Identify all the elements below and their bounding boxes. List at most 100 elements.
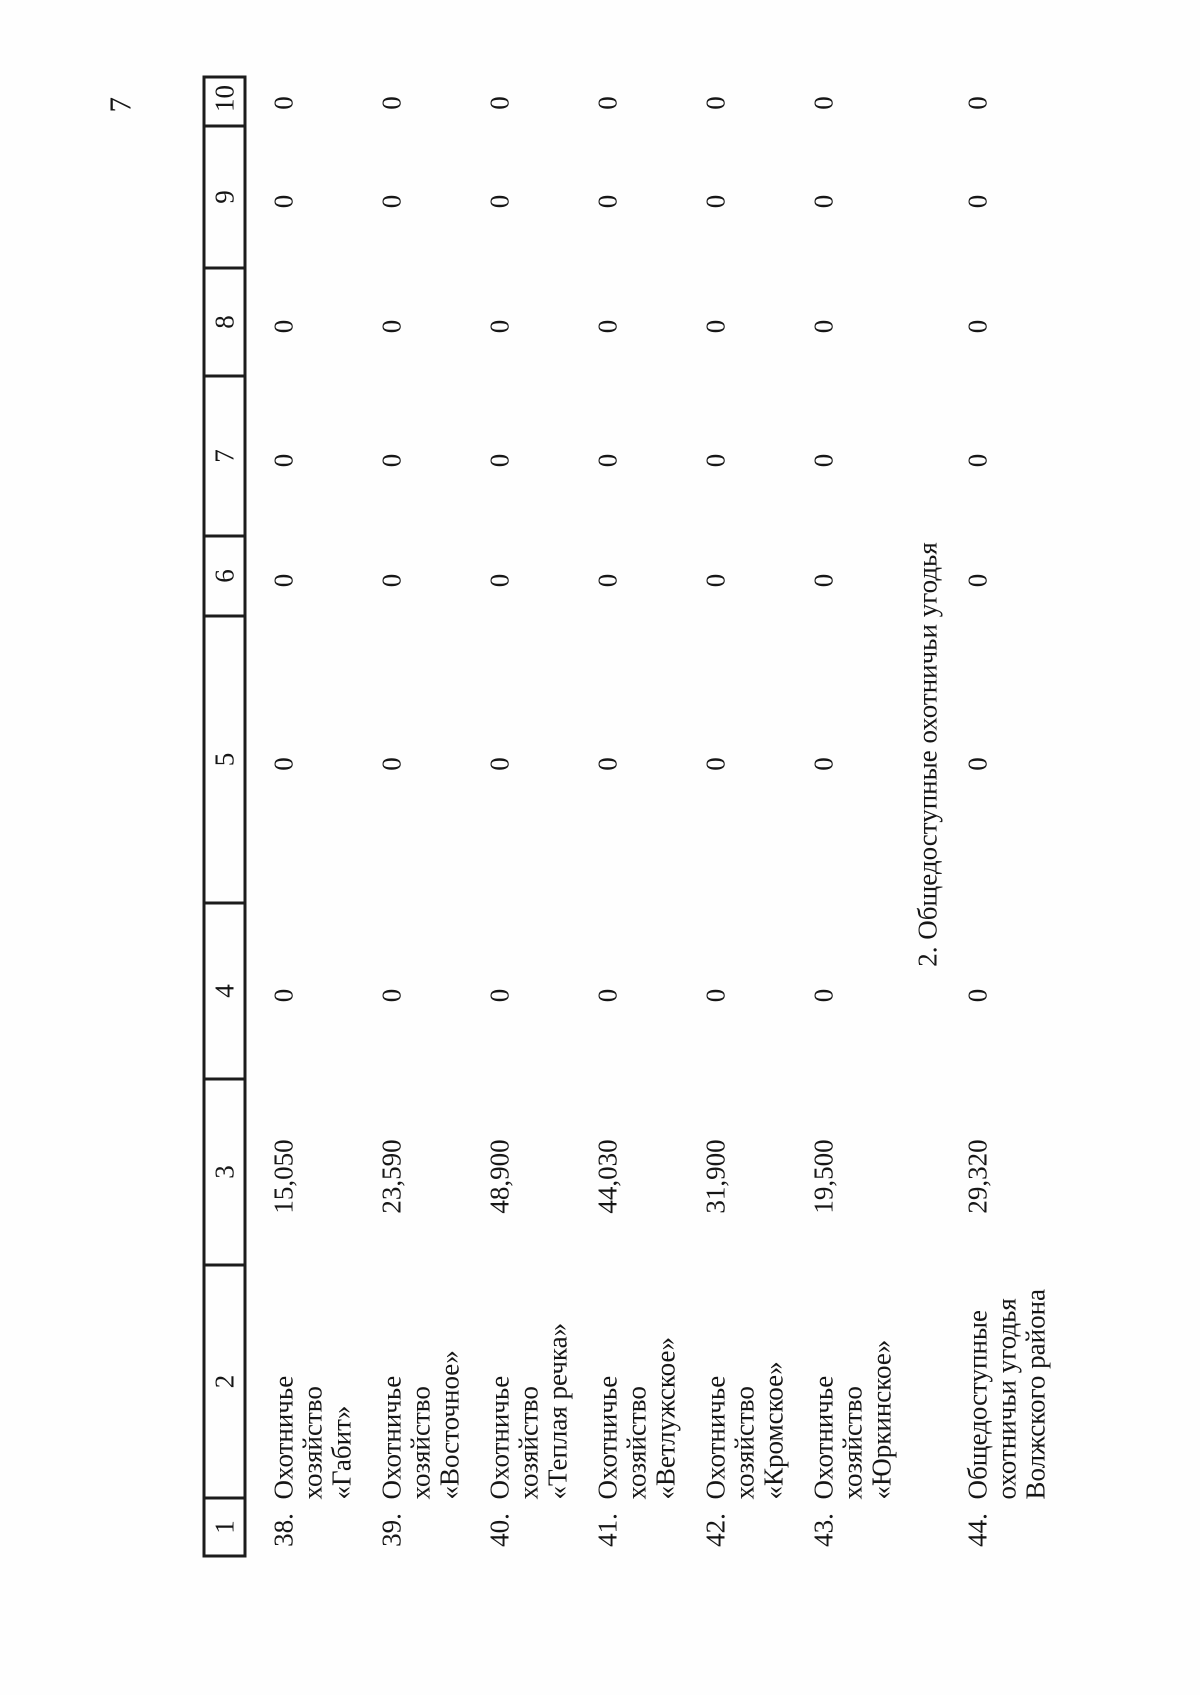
ground-name: Охотничье хозяйство «Габит» [260,1269,368,1502]
name-line-1: Охотничье [700,1375,730,1499]
name-line-3: «Габит» [326,1405,356,1499]
cell-col6: 0 [484,573,514,587]
column-header-5: 5 [205,617,243,904]
row-number: 38. [268,1512,298,1547]
cell-col4: 0 [376,988,406,1002]
area-value: 44,030 [592,1138,622,1214]
table-row-40: 40. Охотничье хозяйство «Теплая речка» 4… [476,75,584,1557]
cell-col5: 0 [268,756,298,771]
name-line-1: Охотничье [484,1375,514,1499]
cell-col8: 0 [484,319,514,333]
cell-col4: 0 [962,988,992,1002]
cell-col10: 0 [592,95,622,110]
column-header-4: 4 [205,904,243,1080]
cell-col8: 0 [268,319,298,333]
cell-col6: 0 [962,573,992,587]
table-row-44: 44. Общедоступные охотничьи угодья Волжс… [954,75,1084,1557]
cell-col9: 0 [484,194,514,208]
cell-col5: 0 [376,756,406,771]
cell-col4: 0 [808,988,838,1002]
section-header-row: 2. Общедоступные охотничьи угодья [905,75,954,1557]
cell-col9: 0 [700,194,730,208]
column-header-1: 1 [208,1519,239,1534]
name-line-3: «Теплая речка» [542,1322,572,1499]
name-line-2: охотничьи угодья [991,1297,1021,1499]
hunting-grounds-table: 1 2 3 4 5 6 7 8 9 10 38. Охотничье хозяй… [202,72,1084,1557]
row-number: 40. [484,1512,514,1547]
column-header-3: 3 [205,1080,243,1266]
row-number: 39. [376,1512,406,1547]
name-line-2: хозяйство [513,1385,543,1499]
area-value: 19,500 [808,1138,838,1214]
cell-col7: 0 [592,453,622,467]
table-row-43: 43. Охотничье хозяйство «Юркинское» 19,5… [800,75,905,1557]
column-header-9: 9 [205,127,243,269]
table-row-41: 41. Охотничье хозяйство «Ветлужское» 44,… [584,75,692,1557]
column-header-8: 8 [205,269,243,377]
cell-col7: 0 [700,453,730,467]
cell-col8: 0 [700,319,730,333]
cell-col5: 0 [484,756,514,771]
cell-col9: 0 [376,194,406,208]
cell-col4: 0 [268,988,298,1002]
page-number: 7 [102,96,137,113]
cell-col10: 0 [268,95,298,110]
cell-col7: 0 [268,453,298,467]
cell-col10: 0 [484,95,514,110]
table-body: 38. Охотничье хозяйство «Габит» 15,050 0… [246,75,1084,1557]
ground-name: Охотничье хозяйство «Теплая речка» [476,1269,584,1502]
cell-col8: 0 [592,319,622,333]
area-value: 15,050 [268,1138,298,1214]
cell-col4: 0 [592,988,622,1002]
name-line-3: «Кромское» [758,1360,788,1499]
name-line-1: Охотничье [592,1375,622,1499]
cell-col10: 0 [962,95,992,110]
cell-col10: 0 [700,95,730,110]
ground-name: Общедоступные охотничьи угодья Волжского… [954,1269,1084,1502]
name-line-1: Охотничье [376,1375,406,1499]
cell-col10: 0 [376,95,406,110]
name-line-3: «Восточное» [434,1349,464,1499]
cell-col8: 0 [962,319,992,333]
row-number: 44. [962,1512,992,1547]
row-number: 43. [808,1512,838,1547]
cell-col5: 0 [808,756,838,771]
area-value: 29,320 [962,1138,992,1214]
cell-col7: 0 [808,453,838,467]
section-header-text: 2. Общедоступные охотничьи угодья [912,541,942,967]
area-value: 31,900 [700,1138,730,1214]
column-header-6: 6 [205,537,243,617]
name-line-2: хозяйство [621,1385,651,1499]
cell-col6: 0 [808,573,838,587]
column-header-2: 2 [205,1266,243,1499]
cell-col6: 0 [700,573,730,587]
cell-col8: 0 [376,319,406,333]
cell-col9: 0 [268,194,298,208]
name-line-2: хозяйство [729,1385,759,1499]
name-line-2: хозяйство [837,1385,867,1499]
ground-name: Охотничье хозяйство «Ветлужское» [584,1269,692,1502]
cell-col9: 0 [962,194,992,208]
column-header-10: 10 [205,72,243,127]
name-line-1: Общедоступные [962,1309,992,1499]
cell-col4: 0 [484,988,514,1002]
name-line-2: хозяйство [297,1385,327,1499]
cell-col6: 0 [592,573,622,587]
cell-col7: 0 [376,453,406,467]
ground-name: Охотничье хозяйство «Восточное» [368,1269,476,1502]
cell-col6: 0 [268,573,298,587]
column-header-7: 7 [205,377,243,537]
cell-col9: 0 [592,194,622,208]
name-line-3: Волжского района [1020,1288,1050,1499]
cell-col8: 0 [808,319,838,333]
cell-col5: 0 [700,756,730,771]
name-line-1: Охотничье [808,1375,838,1499]
name-line-3: «Ветлужское» [650,1336,680,1499]
name-line-2: хозяйство [405,1385,435,1499]
cell-col7: 0 [484,453,514,467]
table-row-38: 38. Охотничье хозяйство «Габит» 15,050 0… [260,75,368,1557]
table-header-row: 1 2 3 4 5 6 7 8 9 10 [202,72,246,1557]
cell-col6: 0 [376,573,406,587]
